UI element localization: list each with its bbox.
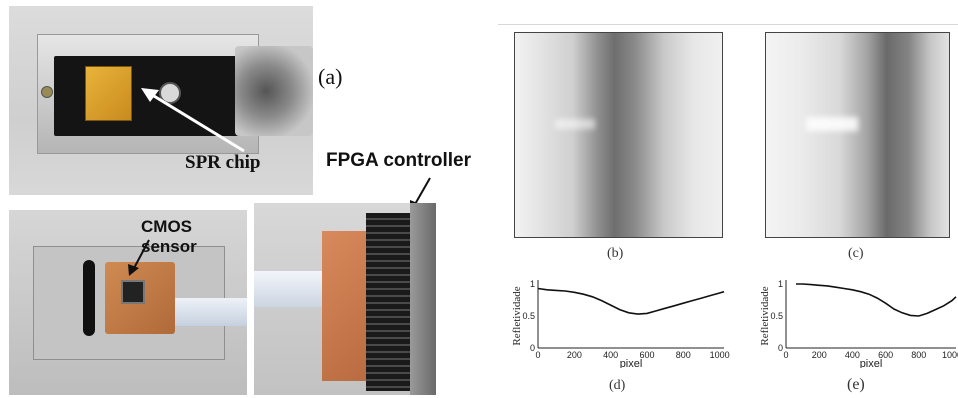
spr-pointer-arrow xyxy=(141,88,245,153)
x-tick-label: 400 xyxy=(603,350,618,360)
x-tick-label: 600 xyxy=(639,350,654,360)
cmos-sensor-label: CMOS sensor xyxy=(141,217,197,256)
reflectivity-line xyxy=(537,287,725,315)
caption-d: (d) xyxy=(609,378,626,393)
y-tick-label: 1 xyxy=(778,279,783,289)
y-tick-label: 0 xyxy=(530,343,535,353)
x-tick-label: 400 xyxy=(845,350,860,360)
caption-b: (b) xyxy=(607,246,624,261)
black-slot xyxy=(83,260,95,336)
x-tick-label: 800 xyxy=(676,350,691,360)
x-tick-label: 1000 xyxy=(710,350,730,360)
caption-e: (e) xyxy=(847,376,865,393)
cmos-sensor-photo: CMOS sensor xyxy=(9,210,247,395)
ribbon-cable xyxy=(254,271,334,307)
intensity-image-c xyxy=(765,32,950,238)
gold-spr-chip xyxy=(85,66,132,121)
cmos-chip xyxy=(121,280,145,304)
plot-e: 0 0.5 1 0 200 400 600 800 1000 pixel Refletividade xyxy=(759,279,958,368)
prism-hole xyxy=(159,82,181,104)
x-tick-label: 0 xyxy=(783,350,788,360)
spr-chip-label: SPR chip xyxy=(185,152,261,173)
copper-adapter xyxy=(322,231,374,381)
reflectivity-line xyxy=(796,283,957,317)
clamp-plate xyxy=(235,46,313,136)
caption-a: (a) xyxy=(318,64,343,89)
x-tick-label: 600 xyxy=(878,350,893,360)
y-tick-label: 0.5 xyxy=(770,311,783,321)
y-axis-label: Refletividade xyxy=(511,286,523,345)
plot-d: 0 0.5 1 0 200 400 600 800 1000 pixel Refletividade xyxy=(511,279,730,368)
fpga-label: FPGA controller xyxy=(326,150,471,171)
caption-c: (c) xyxy=(848,246,864,261)
y-axis-label: Refletividade xyxy=(759,286,771,345)
top-rule xyxy=(498,0,958,25)
x-tick-label: 1000 xyxy=(942,350,958,360)
connector-block xyxy=(366,213,412,391)
y-tick-label: 0.5 xyxy=(522,311,535,321)
y-tick-label: 0 xyxy=(778,343,783,353)
ribbon-cable-left xyxy=(175,298,247,326)
intensity-image-b xyxy=(514,32,723,238)
x-tick-label: 200 xyxy=(567,350,582,360)
cmos-pointer-arrow xyxy=(128,239,150,276)
spr-chip-photo: SPR chip xyxy=(9,6,313,195)
fpga-board-photo xyxy=(254,203,436,395)
y-tick-label: 1 xyxy=(530,279,535,289)
x-axis-label: pixel xyxy=(860,358,883,368)
fpga-board-edge xyxy=(410,203,436,395)
bright-spot-b xyxy=(555,119,595,129)
bright-spot-c xyxy=(806,117,858,131)
x-tick-label: 200 xyxy=(812,350,827,360)
x-tick-label: 0 xyxy=(535,350,540,360)
x-axis-label: pixel xyxy=(620,358,643,368)
x-tick-label: 800 xyxy=(911,350,926,360)
screw-left xyxy=(41,86,53,98)
